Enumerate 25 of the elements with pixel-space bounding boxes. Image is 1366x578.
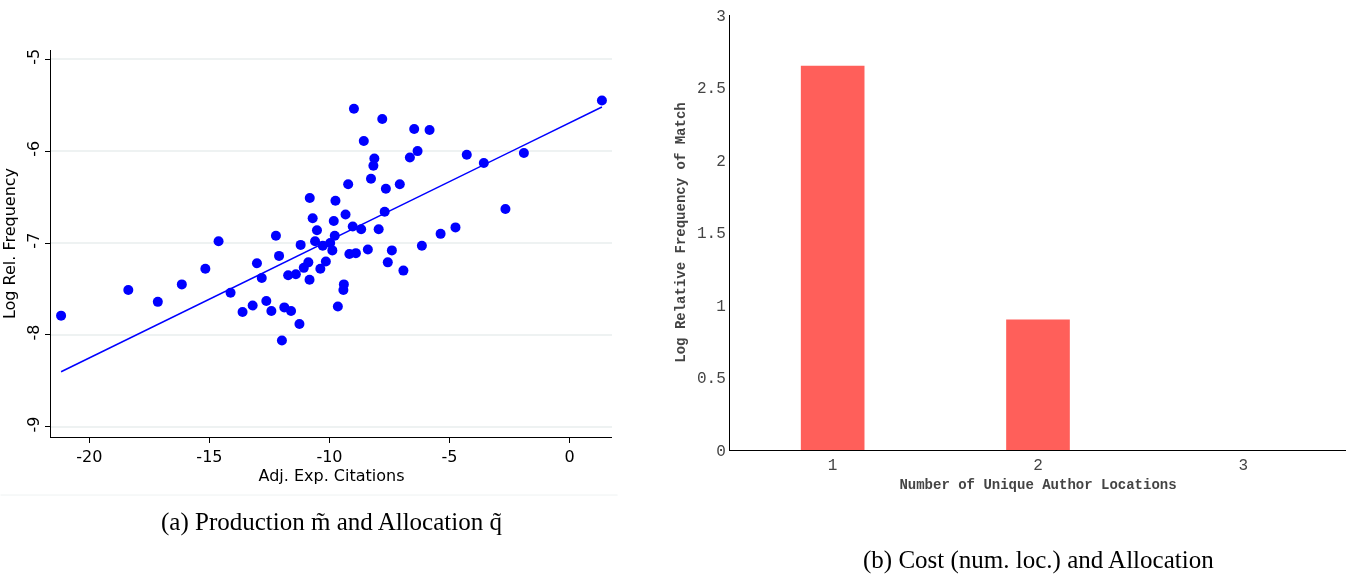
y-tick-label: 0.5 [696,370,726,389]
text: (a) Production m̃ and Allocation q̃ [161,508,503,536]
x-tick-label: -5 [441,447,458,467]
y-tick-label: 3 [716,7,726,26]
x-tick-label: 3 [1238,457,1249,476]
y-tick-label: 2.5 [696,80,726,99]
y-tick-label: 2 [716,152,726,171]
y-tick-label: 1.5 [696,225,726,244]
y-tick-label: -9 [23,416,43,433]
y-tick-label: -8 [23,324,43,341]
y-tick-label: -5 [23,48,43,65]
x-tick-label: -10 [316,447,343,467]
x-axis-title: Adj. Exp. Citations [258,466,405,486]
y-axis-title: Log Relative Frequency of Match [672,102,689,363]
x-tick-label: 0 [564,447,575,467]
y-tick-label: -6 [23,140,43,157]
x-tick-label: 2 [1033,457,1043,476]
x-tick-label: -15 [196,447,223,467]
y-axis-title: Log Rel. Frequency [0,167,19,320]
y-tick-label: -7 [23,232,43,249]
text: (b) Cost (num. loc.) and Allocation [863,546,1215,574]
x-tick-label: 1 [827,457,838,476]
x-axis-title: Number of Unique Author Locations [899,476,1177,493]
x-tick-label: -20 [76,447,103,467]
y-tick-label: 1 [716,297,726,316]
